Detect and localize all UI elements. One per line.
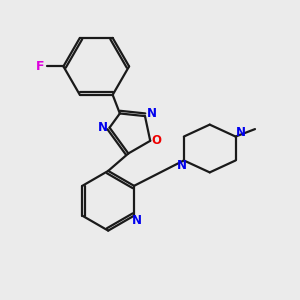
Text: N: N bbox=[177, 159, 188, 172]
Text: N: N bbox=[146, 107, 157, 120]
Text: N: N bbox=[132, 214, 142, 227]
Text: F: F bbox=[36, 60, 45, 73]
Text: N: N bbox=[98, 121, 108, 134]
Text: N: N bbox=[236, 127, 246, 140]
Text: O: O bbox=[152, 134, 162, 147]
